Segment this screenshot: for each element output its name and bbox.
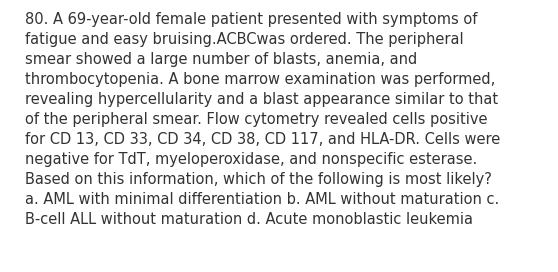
Text: 80. A 69-year-old female patient presented with symptoms of
fatigue and easy bru: 80. A 69-year-old female patient present… bbox=[25, 12, 500, 227]
